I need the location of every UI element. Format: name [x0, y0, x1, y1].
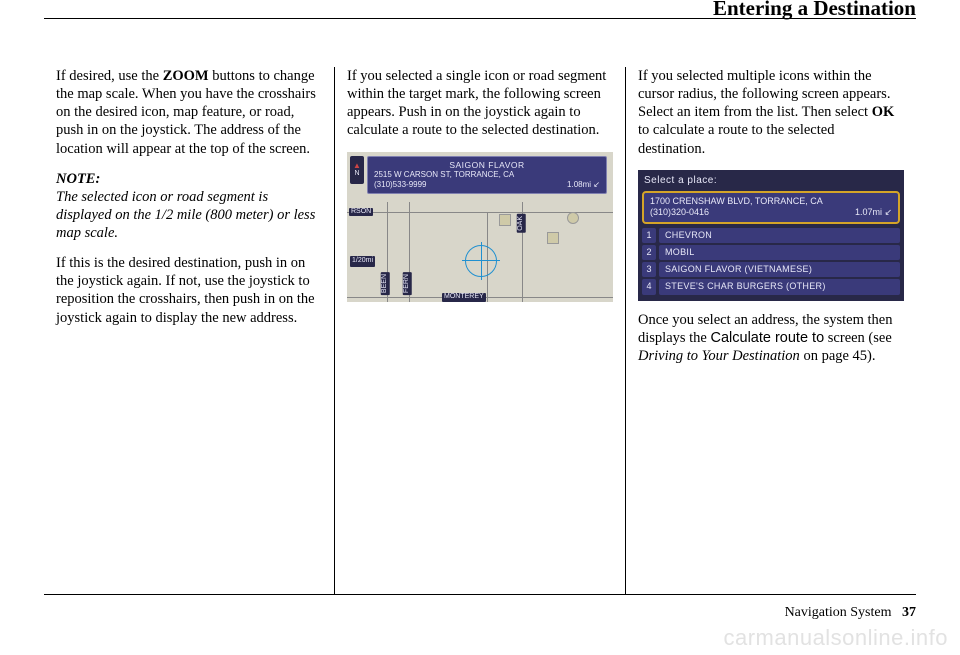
road-label: FERN	[403, 272, 412, 295]
compass-icon: ▲ N	[350, 156, 364, 184]
note-label: NOTE:	[56, 171, 100, 187]
list-number: 3	[642, 262, 656, 277]
columns: If desired, use the ZOOM buttons to chan…	[44, 19, 916, 594]
list-number: 2	[642, 245, 656, 260]
poi-address: 2515 W CARSON ST, TORRANCE, CA	[374, 170, 600, 180]
list-item: 2 MOBIL	[642, 245, 900, 260]
road-label: BEEN	[381, 272, 390, 295]
bold-ok: OK	[872, 104, 895, 120]
road-label: OAK	[517, 214, 526, 233]
page-frame: If desired, use the ZOOM buttons to chan…	[44, 18, 916, 595]
text: to calculate a route to the selected des…	[638, 122, 834, 156]
highlight-address: 1700 CRENSHAW BLVD, TORRANCE, CA	[650, 196, 892, 207]
list-item: 1 CHEVRON	[642, 228, 900, 243]
note: NOTE: The selected icon or road segment …	[56, 170, 322, 243]
highlight-distance: 1.07mi ↙	[855, 207, 892, 218]
page-number: 37	[902, 605, 916, 620]
list-number: 1	[642, 228, 656, 243]
select-highlight: 1700 CRENSHAW BLVD, TORRANCE, CA (310)32…	[642, 191, 900, 224]
poi-icon	[499, 214, 511, 226]
para-multiple-icons: If you selected multiple icons within th…	[638, 67, 904, 158]
compass-n: N	[354, 170, 359, 177]
footer-label: Navigation System	[785, 605, 892, 620]
map-roads: RSON MONTEREY BEEN FERN OAK 1/20mi	[347, 202, 613, 302]
note-text: The selected icon or road segment is dis…	[56, 189, 315, 241]
list-item: 3 SAIGON FLAVOR (VIETNAMESE)	[642, 262, 900, 277]
ui-text-calculate: Calculate route to	[711, 330, 825, 346]
list-number: 4	[642, 279, 656, 294]
poi-icon	[547, 232, 559, 244]
select-place-screenshot: Select a place: 1700 CRENSHAW BLVD, TORR…	[638, 170, 904, 301]
poi-phone: (310)533-9999	[374, 180, 426, 190]
text: screen (see	[824, 330, 892, 346]
select-list: 1 CHEVRON 2 MOBIL 3 SAIGON FLAVOR (VIETN…	[642, 228, 900, 295]
text: If you selected multiple icons within th…	[638, 68, 890, 120]
watermark: carmanualsonline.info	[723, 625, 948, 651]
poi-distance: 1.08mi ↙	[567, 180, 600, 190]
bold-zoom: ZOOM	[163, 68, 209, 84]
map-info-box: SAIGON FLAVOR 2515 W CARSON ST, TORRANCE…	[367, 156, 607, 195]
footer: Navigation System 37	[785, 605, 916, 621]
road-label: RSON	[349, 208, 373, 217]
column-3: If you selected multiple icons within th…	[625, 67, 916, 594]
list-label: CHEVRON	[659, 228, 900, 243]
list-label: SAIGON FLAVOR (VIETNAMESE)	[659, 262, 900, 277]
list-label: MOBIL	[659, 245, 900, 260]
list-label: STEVE'S CHAR BURGERS (OTHER)	[659, 279, 900, 294]
north-arrow-icon: ▲	[353, 162, 361, 170]
select-title: Select a place:	[642, 174, 900, 192]
poi-icon	[567, 212, 579, 224]
text: on page 45).	[800, 348, 876, 364]
ref-driving: Driving to Your Destination	[638, 348, 800, 364]
column-2: If you selected a single icon or road se…	[334, 67, 625, 594]
para-zoom: If desired, use the ZOOM buttons to chan…	[56, 67, 322, 158]
para-calculate-route: Once you select an address, the system t…	[638, 311, 904, 365]
poi-title: SAIGON FLAVOR	[374, 160, 600, 171]
para-joystick: If this is the desired destination, push…	[56, 254, 322, 327]
map-scale: 1/20mi	[350, 256, 375, 267]
text: If desired, use the	[56, 68, 163, 84]
highlight-phone: (310)320-0416	[650, 207, 709, 218]
road-label: MONTEREY	[442, 293, 486, 302]
nav-map-screenshot: ▲ N SAIGON FLAVOR 2515 W CARSON ST, TORR…	[347, 152, 613, 302]
para-single-icon: If you selected a single icon or road se…	[347, 67, 613, 140]
crosshair-icon	[465, 245, 497, 277]
column-1: If desired, use the ZOOM buttons to chan…	[44, 67, 334, 594]
list-item: 4 STEVE'S CHAR BURGERS (OTHER)	[642, 279, 900, 294]
